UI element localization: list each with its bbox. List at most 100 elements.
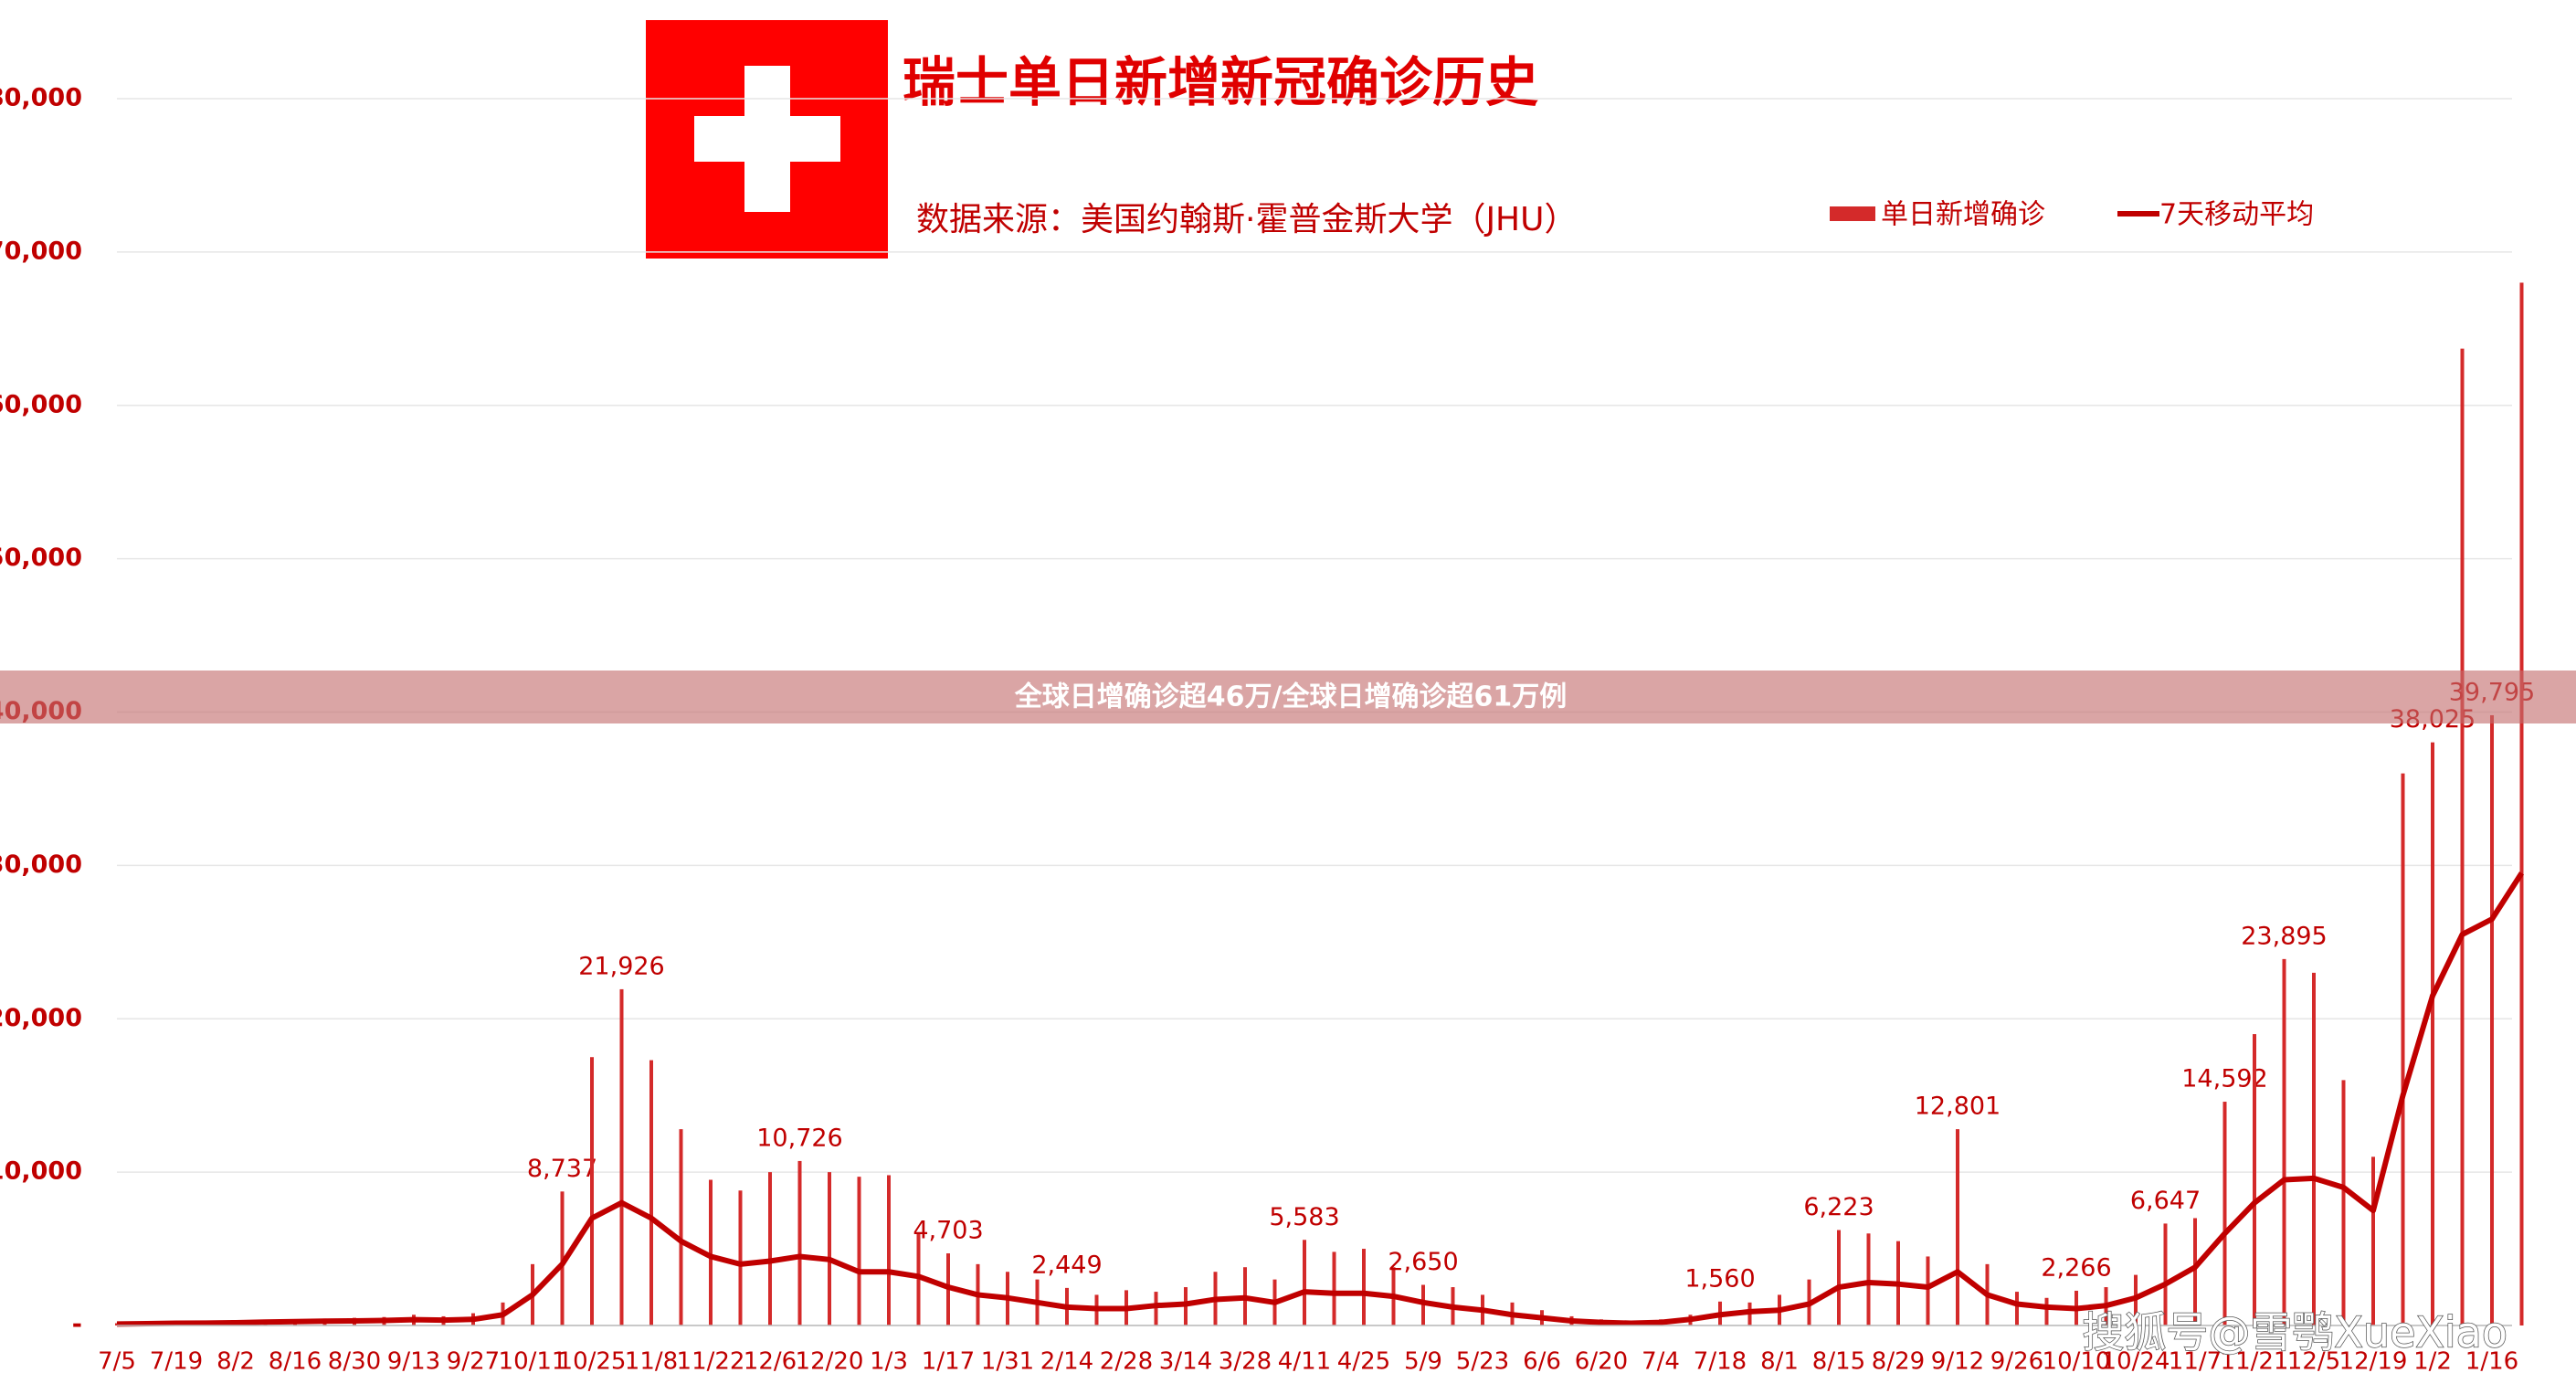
data-label: 2,650 xyxy=(1388,1248,1458,1276)
bar xyxy=(828,1172,831,1325)
bar xyxy=(887,1175,891,1325)
x-tick-label: 10/24 xyxy=(2102,1348,2170,1376)
x-tick-label: 11/8 xyxy=(625,1348,678,1376)
x-tick-label: 12/20 xyxy=(796,1348,864,1376)
bar xyxy=(768,1172,772,1325)
bar xyxy=(2341,1080,2346,1325)
x-tick-label: 8/29 xyxy=(1872,1348,1925,1376)
bar xyxy=(2401,773,2405,1325)
y-tick-label: 30,000 xyxy=(0,850,82,879)
x-tick-label: 1/3 xyxy=(870,1348,908,1376)
x-tick-label: 11/7 xyxy=(2169,1348,2222,1376)
bar xyxy=(2519,282,2524,1326)
y-tick-label: 50,000 xyxy=(0,544,82,572)
data-label: 21,926 xyxy=(578,952,664,980)
x-tick-label: 1/17 xyxy=(922,1348,975,1376)
bar xyxy=(2490,714,2494,1325)
bar xyxy=(2044,1297,2049,1325)
bar xyxy=(679,1129,683,1325)
x-tick-label: 7/4 xyxy=(1642,1348,1680,1376)
bar xyxy=(2193,1218,2197,1325)
chart-title: 瑞士单日新增新冠确诊历史 xyxy=(903,51,1538,113)
bar xyxy=(2371,1156,2375,1325)
bar xyxy=(2253,1034,2256,1325)
bar xyxy=(1362,1249,1366,1325)
x-tick-label: 12/19 xyxy=(2339,1348,2408,1376)
legend-label: 单日新增确诊 xyxy=(1881,199,2045,231)
bar xyxy=(560,1191,565,1325)
data-label: 10,726 xyxy=(756,1124,842,1152)
y-tick-label: 60,000 xyxy=(0,390,82,418)
banner-bg xyxy=(0,671,2576,723)
watermark: 搜狐号@雪鹗XueXiao xyxy=(2082,1308,2507,1357)
bar xyxy=(2163,1223,2168,1325)
legend-swatch xyxy=(1830,206,1875,221)
x-tick-label: 5/23 xyxy=(1456,1348,1509,1376)
bar xyxy=(1837,1230,1841,1325)
bar xyxy=(590,1057,594,1325)
x-tick-label: 2/28 xyxy=(1100,1348,1153,1376)
x-tick-label: 8/2 xyxy=(216,1348,255,1376)
x-tick-label: 9/27 xyxy=(447,1348,500,1376)
bar xyxy=(2431,742,2434,1325)
x-tick-label: 11/21 xyxy=(2221,1348,2289,1376)
x-tick-label: 3/14 xyxy=(1159,1348,1212,1376)
legend: 单日新增确诊 7天移动平均 xyxy=(1830,199,2314,231)
chart-subtitle: 数据来源：美国约翰斯·霍普金斯大学（JHU） xyxy=(916,201,1577,238)
y-tick-label: 10,000 xyxy=(0,1157,82,1186)
data-label: 1,560 xyxy=(1684,1264,1755,1293)
bar xyxy=(2222,1102,2227,1325)
x-tick-label: 12/6 xyxy=(744,1348,797,1376)
data-label: 12,801 xyxy=(1915,1093,2001,1121)
x-tick-label: 7/5 xyxy=(98,1348,136,1376)
x-tick-label: 6/6 xyxy=(1523,1348,1561,1376)
data-label: 23,895 xyxy=(2241,922,2327,950)
x-tick-label: 8/30 xyxy=(328,1348,381,1376)
bar xyxy=(857,1177,861,1325)
bar xyxy=(1154,1292,1158,1325)
y-tick-label: 70,000 xyxy=(0,237,82,265)
x-tick-label: 2/14 xyxy=(1040,1348,1093,1376)
x-tick-label: 12/5 xyxy=(2287,1348,2340,1376)
data-label: 6,647 xyxy=(2130,1187,2201,1215)
flag-cross xyxy=(694,116,840,162)
data-label: 5,583 xyxy=(1269,1203,1339,1231)
bar xyxy=(916,1233,921,1325)
x-tick-label: 5/9 xyxy=(1404,1348,1442,1376)
y-tick-label: 80,000 xyxy=(0,84,82,112)
line xyxy=(116,871,2525,1327)
bar xyxy=(1303,1240,1306,1325)
bar xyxy=(1926,1256,1930,1325)
data-label: 2,449 xyxy=(1031,1251,1102,1279)
data-label: 4,703 xyxy=(913,1217,983,1245)
bar xyxy=(738,1190,743,1325)
bar xyxy=(2312,972,2316,1325)
x-tick-label: 7/18 xyxy=(1694,1348,1747,1376)
x-tick-label: 1/16 xyxy=(2465,1348,2518,1376)
y-tick-label: 20,000 xyxy=(0,1004,82,1032)
bar xyxy=(1866,1233,1871,1325)
bar xyxy=(2282,958,2286,1325)
bar xyxy=(797,1160,802,1325)
data-label: 8,737 xyxy=(527,1155,597,1183)
x-tick-label: 9/13 xyxy=(387,1348,440,1376)
bar xyxy=(2015,1292,2019,1325)
x-tick-label: 1/31 xyxy=(981,1348,1034,1376)
x-tick-label: 7/19 xyxy=(150,1348,203,1376)
legend-label: 7天移动平均 xyxy=(2159,199,2314,231)
x-tick-label: 8/15 xyxy=(1812,1348,1865,1376)
bar xyxy=(1956,1129,1959,1325)
data-label: 6,223 xyxy=(1803,1193,1874,1221)
x-tick-label: 8/1 xyxy=(1760,1348,1799,1376)
bar xyxy=(115,1323,119,1325)
x-tick-label: 1/2 xyxy=(2413,1348,2452,1376)
bar xyxy=(1332,1251,1336,1325)
banner: 全球日增确诊超46万/全球日增确诊超61万例 xyxy=(1014,681,1567,713)
x-tick-label: 10/25 xyxy=(558,1348,627,1376)
x-tick-label: 9/26 xyxy=(1990,1348,2043,1376)
x-tick-label: 8/16 xyxy=(269,1348,322,1376)
x-tick-label: 9/12 xyxy=(1931,1348,1984,1376)
bar xyxy=(619,988,624,1325)
